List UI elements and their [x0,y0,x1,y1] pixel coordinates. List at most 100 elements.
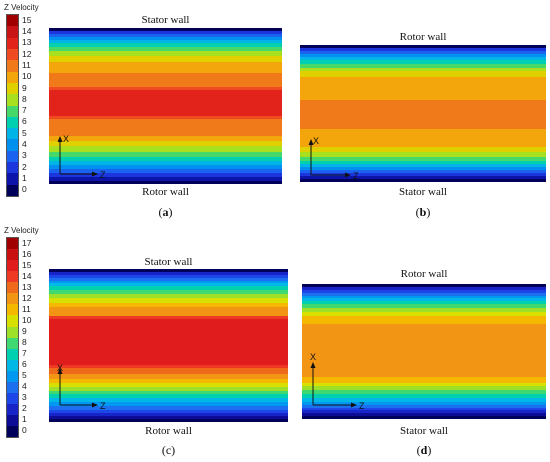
panel-b-caption: (b) [415,205,431,219]
legend-tick-label: 15 [22,259,32,270]
legend-swatch [7,282,18,294]
velocity-band [49,364,288,368]
velocity-band [302,407,546,411]
velocity-band [49,318,288,365]
velocity-band [300,45,546,48]
velocity-band [49,271,288,275]
velocity-band [49,394,288,399]
velocity-band [49,283,288,287]
velocity-band [302,413,546,417]
panel-b-top-wall-label: Rotor wall [399,31,447,43]
velocity-band [302,376,546,383]
legend-swatch [7,116,18,129]
legend-swatch [7,184,18,196]
velocity-band [49,277,288,281]
color-scale-bar-top [6,14,19,197]
panel-d-top-wall-label: Rotor wall [400,268,448,280]
velocity-band [49,141,282,147]
legend-tick-label: 6 [22,116,27,127]
velocity-band [49,31,282,35]
legend-tick-label: 0 [22,425,27,436]
panel-c-caption: (c) [161,443,176,457]
velocity-band [300,71,546,78]
velocity-band [49,382,288,387]
velocity-band [49,47,282,52]
panel-c-axis-z-label: Z [100,401,106,411]
legend-swatch [7,415,18,427]
velocity-band [49,28,282,32]
legend-tick-label: 12 [22,292,32,303]
legend-swatch [7,260,18,272]
legend-tick-label: 7 [22,347,27,358]
legend-swatch [7,249,18,261]
velocity-band [49,62,282,73]
legend-swatch [7,48,18,61]
legend-swatch [7,94,18,106]
velocity-band [300,63,546,68]
legend-swatch [7,150,18,163]
panel-d-axis-z-label: Z [359,401,365,411]
legend-swatch [7,82,18,95]
legend-swatch [7,105,18,117]
velocity-band [49,379,288,383]
legend-swatch [7,37,18,49]
velocity-band [300,67,546,72]
velocity-band [49,405,288,410]
velocity-band [300,129,546,147]
velocity-band [300,170,546,174]
velocity-band [302,394,546,398]
panel-b-bottom-wall-label: Stator wall [399,186,447,198]
legend-title-top: Z Velocity [4,3,39,12]
velocity-band [49,34,282,38]
velocity-band [302,404,546,408]
velocity-band [49,180,282,184]
velocity-band [49,37,282,41]
legend-tick-label: 1 [22,414,27,425]
velocity-band [49,274,288,278]
legend-tick-label: 5 [22,127,27,138]
legend-tick-label: 16 [22,248,32,259]
legend-swatch [7,403,18,415]
velocity-band [49,136,282,142]
legend-swatch [7,162,18,174]
legend-tick-label: 5 [22,369,27,380]
panel-d-caption: (d) [416,443,432,457]
velocity-band [302,311,546,316]
legend-tick-label: 2 [22,403,27,414]
velocity-band [302,289,546,293]
panel-b-velocity-field [300,45,546,183]
legend-swatch [7,370,18,382]
legend-swatch [7,315,18,327]
velocity-band [49,374,288,380]
velocity-band [49,151,282,157]
velocity-band [302,397,546,402]
legend-swatch [7,60,18,72]
legend-tick-label: 13 [22,281,32,292]
legend-title-bottom: Z Velocity [4,226,39,235]
legend-swatch [7,238,18,250]
velocity-band [49,269,288,272]
velocity-band [300,173,546,177]
velocity-band [300,77,546,100]
panel-d-bottom-wall-label: Stator wall [400,425,448,437]
legend-swatch [7,359,18,371]
panel-a-top-wall-label: Stator wall [141,14,190,26]
panel-c-velocity-field [49,269,288,423]
velocity-band [300,146,546,152]
panel-a-velocity-field [49,28,282,184]
legend-swatch [7,15,18,27]
legend-swatch [7,348,18,360]
panel-a-bottom-wall-label: Rotor wall [142,186,189,198]
velocity-band [49,416,288,420]
legend-tick-label: 9 [22,325,27,336]
velocity-band [300,56,546,60]
velocity-band [302,416,546,420]
legend-tick-label: 10 [22,314,32,325]
legend-tick-label: 11 [22,303,31,314]
velocity-band [302,386,546,391]
legend-tick-label: 4 [22,138,27,149]
legend-tick-label: 3 [22,150,27,161]
legend-swatch [7,426,18,438]
velocity-band [302,284,546,287]
velocity-band [49,297,288,303]
